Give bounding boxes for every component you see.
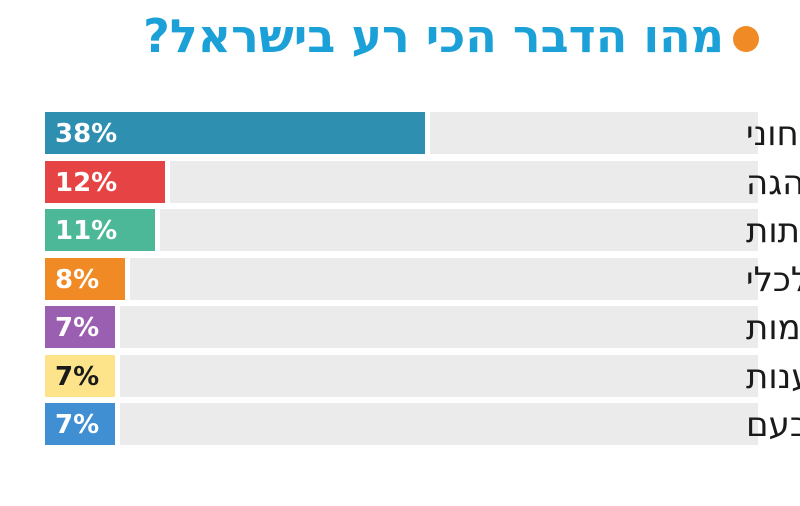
category-label: חוסר אחדות בעם (746, 405, 800, 445)
bar-track (120, 355, 758, 397)
bar (45, 306, 115, 348)
bar-value-label: 7% (55, 410, 99, 440)
bar (45, 161, 165, 203)
bar (45, 209, 155, 251)
category-label: עצבנות ואלימות (746, 308, 800, 348)
bar-value-label: 7% (55, 313, 99, 343)
bar-track (430, 112, 758, 154)
bar-track (170, 161, 758, 203)
bar-track (160, 209, 758, 251)
page-title: מהו הדבר הכי רע בישראל? (143, 9, 724, 63)
bar-value-label: 7% (55, 362, 99, 392)
bar (45, 112, 425, 154)
bar-track (120, 306, 758, 348)
bar (45, 403, 115, 445)
bar (45, 258, 125, 300)
bar-track (120, 403, 758, 445)
title-bullet-icon (733, 26, 759, 52)
category-label: ההנהגה (746, 163, 800, 203)
category-label: המצב הביטחוני (746, 114, 800, 154)
bar (45, 355, 115, 397)
bar-value-label: 12% (55, 168, 117, 198)
title-row: מהו הדבר הכי רע בישראל? (0, 6, 800, 70)
bar-value-label: 38% (55, 119, 117, 149)
bar-track (130, 258, 758, 300)
bar-value-label: 8% (55, 265, 99, 295)
bar-value-label: 11% (55, 216, 117, 246)
category-label: גזענות (746, 357, 800, 397)
category-label: המצב הכלכלי (746, 260, 800, 300)
category-label: השחיתות (746, 211, 800, 251)
